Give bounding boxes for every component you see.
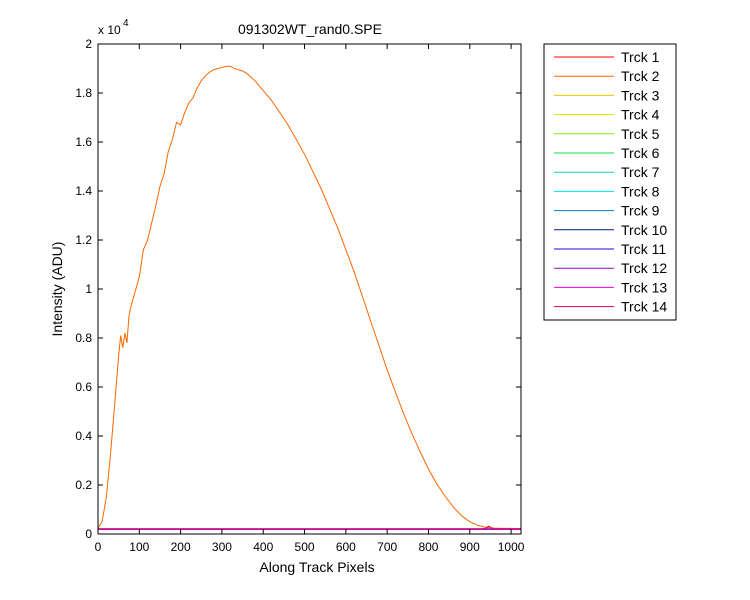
y-tick-label: 0: [85, 527, 92, 541]
legend-label-1: Trck 1: [621, 49, 660, 65]
legend-label-4: Trck 4: [621, 107, 660, 123]
x-tick-label: 0: [95, 540, 102, 554]
y-tick-label: 1: [85, 282, 92, 296]
legend-label-14: Trck 14: [621, 299, 667, 315]
series-line-2: [97, 65, 522, 530]
y-tick-label: 0.6: [75, 380, 92, 394]
x-tick-label: 900: [460, 540, 480, 554]
x-tick-label: 100: [129, 540, 149, 554]
y-multiplier-exponent: 4: [123, 18, 129, 29]
y-tick-label: 1.4: [75, 184, 92, 198]
legend-label-2: Trck 2: [621, 68, 660, 84]
plot-background: [98, 44, 521, 534]
y-axis-ticks: 0 0.2 0.4 0.6 0.8 1 1.2 1.4 1.6 1.8 2: [75, 37, 521, 541]
y-tick-label: 0.2: [75, 478, 92, 492]
y-multiplier-base: x 10: [98, 23, 121, 37]
y-tick-label: 1.6: [75, 135, 92, 149]
legend-label-8: Trck 8: [621, 183, 660, 199]
x-tick-label: 1000: [498, 540, 525, 554]
y-axis-title: Intensity (ADU): [49, 242, 65, 337]
x-tick-label: 700: [377, 540, 397, 554]
x-tick-label: 400: [253, 540, 273, 554]
legend-label-9: Trck 9: [621, 203, 660, 219]
legend-label-13: Trck 13: [621, 279, 667, 295]
legend-box: [543, 43, 677, 321]
x-axis-title: Along Track Pixels: [259, 559, 374, 575]
legend-label-10: Trck 10: [621, 222, 667, 238]
x-tick-label: 600: [336, 540, 356, 554]
legend-label-6: Trck 6: [621, 145, 660, 161]
y-tick-label: 1.8: [75, 86, 92, 100]
legend: Trck 1 Trck 2 Trck 3 Trck 4 Trck 5 Trck 6 Trck…: [543, 43, 677, 321]
y-tick-label: 0.4: [75, 429, 92, 443]
y-tick-label: 1.2: [75, 233, 92, 247]
chart-title: 091302WT_rand0.SPE: [238, 21, 382, 37]
y-tick-label: 0.8: [75, 331, 92, 345]
x-axis-ticks: 0 100 200 300 400 500 600 700 800 900 1000: [95, 44, 525, 554]
legend-label-12: Trck 12: [621, 260, 667, 276]
legend-label-3: Trck 3: [621, 87, 660, 103]
legend-label-7: Trck 7: [621, 164, 660, 180]
series-layer: [97, 65, 522, 530]
y-tick-label: 2: [85, 37, 92, 51]
series-line-14: [98, 525, 521, 530]
x-tick-label: 200: [171, 540, 191, 554]
legend-label-5: Trck 5: [621, 126, 660, 142]
x-tick-label: 300: [212, 540, 232, 554]
x-tick-label: 500: [295, 540, 315, 554]
x-tick-label: 800: [418, 540, 438, 554]
legend-label-11: Trck 11: [621, 241, 666, 257]
legend-entries: Trck 1 Trck 2 Trck 3 Trck 4 Trck 5 Trck 6 Trck…: [554, 49, 667, 315]
